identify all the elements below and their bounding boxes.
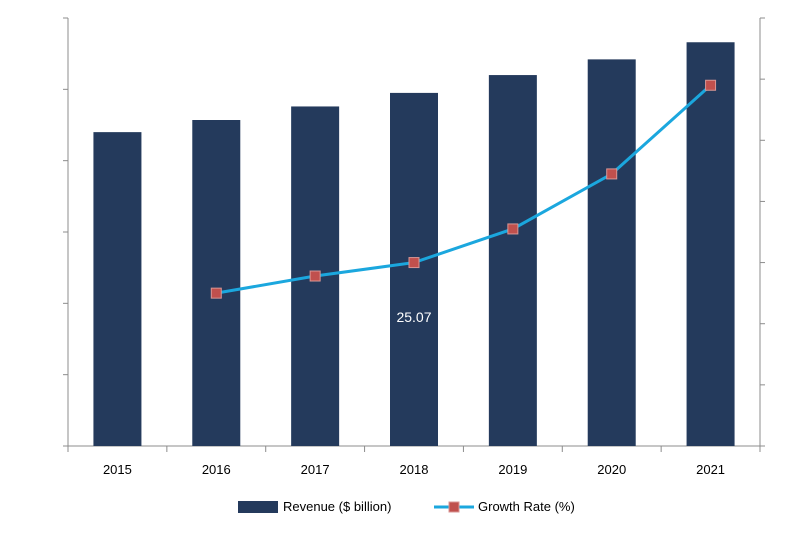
x-tick-label-2018: 2018 xyxy=(400,462,429,477)
bar-2018 xyxy=(390,92,438,447)
x-tick-label-2021: 2021 xyxy=(696,462,725,477)
x-tick-label-2019: 2019 xyxy=(498,462,527,477)
x-tick-label-2015: 2015 xyxy=(103,462,132,477)
legend-label-growth: Growth Rate (%) xyxy=(478,499,575,514)
x-tick-labels: 2015 2016 2017 2018 2019 2020 2021 xyxy=(103,462,725,477)
growth-point-2016 xyxy=(210,287,222,299)
growth-point-2018 xyxy=(408,257,420,269)
growth-point-2019 xyxy=(507,223,519,235)
x-tick-label-2016: 2016 xyxy=(202,462,231,477)
growth-rate-polyline xyxy=(216,84,712,295)
bar-2019 xyxy=(488,75,537,447)
bar-2021 xyxy=(686,42,735,447)
legend[interactable]: Revenue ($ billion) Growth Rate (%) xyxy=(238,499,575,514)
x-tick-label-2017: 2017 xyxy=(301,462,330,477)
data-labels: 25.07 xyxy=(396,309,431,325)
bar-2015 xyxy=(93,132,142,446)
bar-2020 xyxy=(587,59,636,447)
growth-point-2021 xyxy=(705,79,717,91)
data-label-2018: 25.07 xyxy=(396,309,431,325)
legend-swatch-growth-marker xyxy=(448,501,460,513)
legend-swatch-revenue xyxy=(238,501,278,513)
growth-point-2017 xyxy=(309,270,321,282)
growth-point-2020 xyxy=(606,168,618,180)
revenue-bars xyxy=(93,42,735,447)
legend-label-revenue: Revenue ($ billion) xyxy=(283,499,391,514)
growth-rate-line xyxy=(210,79,717,299)
bar-2016 xyxy=(192,120,241,447)
x-tick-label-2020: 2020 xyxy=(597,462,626,477)
